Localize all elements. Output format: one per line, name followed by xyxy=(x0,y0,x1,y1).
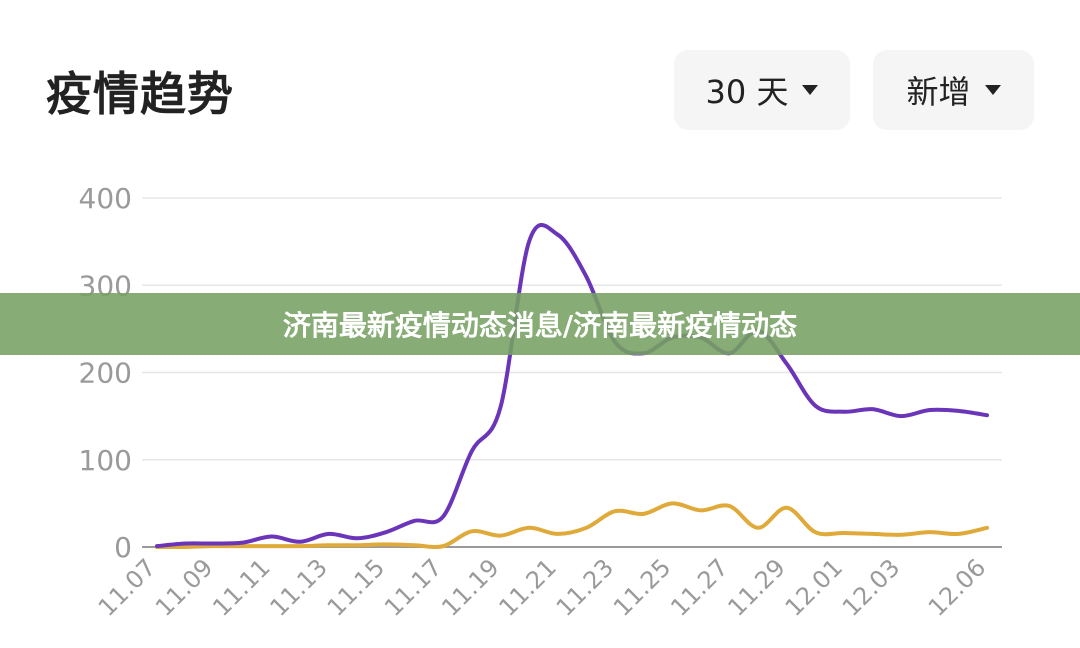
x-tick-label: 11.21 xyxy=(494,553,562,621)
x-tick-label: 11.11 xyxy=(207,553,275,621)
x-tick-label: 11.29 xyxy=(723,553,791,621)
headline-banner: 济南最新疫情动态消息/济南最新疫情动态 xyxy=(0,293,1080,355)
x-tick-label: 12.03 xyxy=(837,553,905,621)
headline-banner-text: 济南最新疫情动态消息/济南最新疫情动态 xyxy=(282,309,798,342)
y-tick-label: 200 xyxy=(79,357,132,390)
y-tick-label: 400 xyxy=(79,182,132,215)
y-tick-label: 0 xyxy=(114,531,132,564)
x-tick-label: 11.13 xyxy=(265,553,333,621)
x-tick-label: 11.15 xyxy=(322,553,390,621)
x-tick-label: 12.06 xyxy=(923,553,991,621)
x-tick-label: 11.25 xyxy=(608,553,676,621)
metric-dropdown[interactable]: 新增 xyxy=(873,50,1034,130)
x-tick-label: 11.17 xyxy=(379,553,447,621)
caret-down-icon xyxy=(984,85,1001,95)
caret-down-icon xyxy=(802,85,819,95)
series-line-yellow xyxy=(155,501,989,550)
x-tick-label: 11.27 xyxy=(665,553,733,621)
y-tick-label: 100 xyxy=(79,444,132,477)
x-tick-label: 11.09 xyxy=(150,553,218,621)
series-line-purple xyxy=(155,223,989,549)
metric-dropdown-label: 新增 xyxy=(906,73,971,111)
x-tick-label: 12.01 xyxy=(780,553,848,621)
range-dropdown-label: 30 天 xyxy=(705,73,789,111)
range-dropdown[interactable]: 30 天 xyxy=(674,50,850,130)
x-tick-label: 11.23 xyxy=(551,553,619,621)
page-title: 疫情趋势 xyxy=(46,67,234,121)
x-tick-label: 11.19 xyxy=(436,553,504,621)
